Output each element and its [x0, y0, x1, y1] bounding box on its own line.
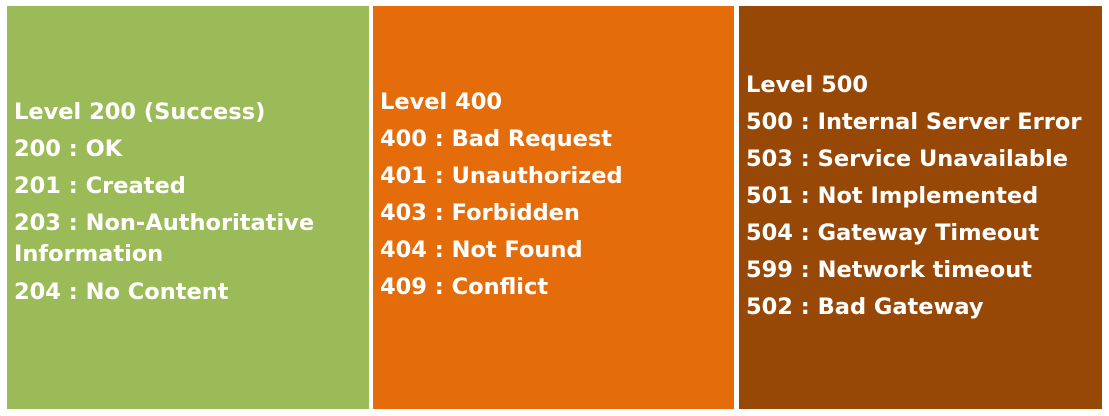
panel-level-500-heading: Level 500 — [746, 71, 869, 98]
status-code-504: 504 : Gateway Timeout — [746, 219, 1040, 246]
panel-level-400-heading: Level 400 — [380, 89, 503, 115]
panel-level-400: Level 400 400 : Bad Request 401 : Unauth… — [373, 6, 734, 409]
status-code-403: 403 : Forbidden — [380, 200, 580, 226]
status-code-203: 203 : Non-Authoritative Information — [14, 209, 315, 267]
panel-level-200: Level 200 (Success) 200 : OK 201 : Creat… — [7, 6, 369, 409]
status-code-409: 409 : Conflict — [380, 274, 549, 300]
panel-level-200-heading: Level 200 (Success) — [14, 98, 266, 125]
status-code-200: 200 : OK — [14, 135, 123, 162]
status-code-401: 401 : Unauthorized — [380, 163, 623, 189]
status-code-502: 502 : Bad Gateway — [746, 293, 984, 320]
status-code-204: 204 : No Content — [14, 278, 229, 305]
status-code-201: 201 : Created — [14, 172, 186, 199]
panel-level-500-list: Level 500 500 : Internal Server Error 50… — [746, 63, 1094, 329]
panel-level-500: Level 500 500 : Internal Server Error 50… — [739, 6, 1102, 409]
status-code-500: 500 : Internal Server Error — [746, 108, 1082, 135]
status-code-503: 503 : Service Unavailable — [746, 145, 1069, 172]
status-code-400: 400 : Bad Request — [380, 126, 613, 152]
status-code-404: 404 : Not Found — [380, 237, 583, 263]
panel-level-200-list: Level 200 (Success) 200 : OK 201 : Creat… — [14, 90, 361, 314]
status-code-599: 599 : Network timeout — [746, 256, 1033, 283]
panel-level-400-list: Level 400 400 : Bad Request 401 : Unauth… — [380, 80, 726, 309]
status-code-501: 501 : Not Implemented — [746, 182, 1039, 209]
